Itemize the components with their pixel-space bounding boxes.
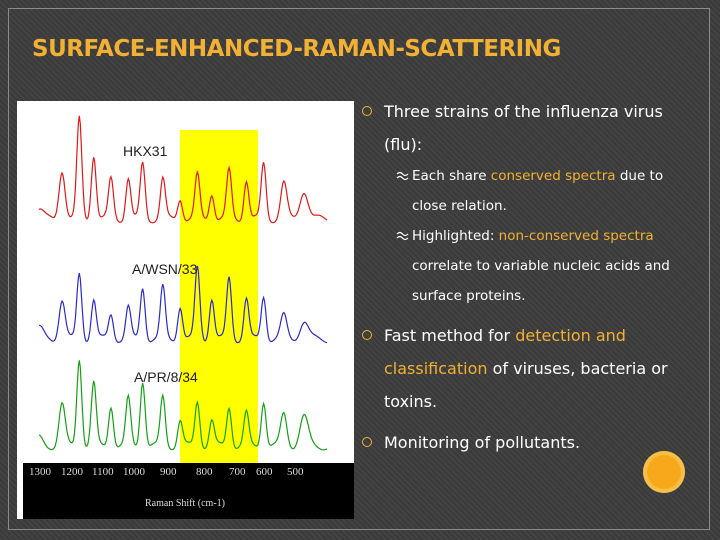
x-tick: 1000 <box>123 466 145 478</box>
decorative-orb <box>643 451 685 493</box>
bullet-accent: detection and classification <box>384 326 626 378</box>
x-tick: 800 <box>196 466 213 478</box>
x-tick: 1200 <box>61 466 83 478</box>
raman-spectra-figure: HKX31 A/WSN/33 A/PR/8/34 1300 1200 1100 … <box>17 101 354 519</box>
spectra-plot <box>38 115 328 451</box>
x-axis-bar: 1300 1200 1100 1000 900 800 700 600 500 … <box>23 463 354 519</box>
sub-bullet-text: correlate to variable nucleic acids and … <box>412 258 670 304</box>
bullet-fast-method: Fast method for detection and classifica… <box>362 319 702 418</box>
sub-bullet-accent: non-conserved spectra <box>498 228 654 244</box>
x-axis-title: Raman Shift (cm-1) <box>145 498 225 509</box>
spectrum-line-apr834 <box>38 360 328 451</box>
x-tick: 500 <box>287 466 304 478</box>
bullet-list: Three strains of the influenza virus (fl… <box>362 95 702 459</box>
x-tick: 600 <box>256 466 273 478</box>
sub-bullet-accent: conserved spectra <box>490 168 616 184</box>
x-tick: 700 <box>229 466 246 478</box>
bullet-monitoring: Monitoring of pollutants. <box>362 426 702 459</box>
ring-bullet-icon <box>362 437 372 447</box>
slide-title: SURFACE-ENHANCED-RAMAN-SCATTERING <box>32 36 561 62</box>
bullet-text: of viruses, bacteria or toxins. <box>384 359 668 411</box>
spectrum-line-hkx31 <box>38 115 328 224</box>
spectrum-label-hkx31: HKX31 <box>123 143 168 159</box>
sub-bullet-text: Highlighted: <box>412 228 499 244</box>
spectrum-label-apr834: A/PR/8/34 <box>134 369 198 385</box>
x-tick: 1100 <box>92 466 114 478</box>
bullet-text: Three strains of the influenza virus (fl… <box>384 102 663 154</box>
wavy-bullet-icon <box>396 171 409 181</box>
ring-bullet-icon <box>362 106 372 116</box>
spectrum-label-awsn33: A/WSN/33 <box>132 261 198 277</box>
wavy-bullet-icon <box>396 231 409 241</box>
bullet-text: Fast method for <box>384 326 516 345</box>
x-tick: 1300 <box>29 466 51 478</box>
sub-bullet-text: Each share <box>412 168 491 184</box>
sub-bullet-text: due to close relation. <box>412 168 664 214</box>
bullet-text: Monitoring of pollutants. <box>384 433 581 452</box>
sub-bullet-conserved: Each share conserved spectra due to clos… <box>362 161 702 221</box>
spectrum-line-awsn33 <box>39 265 328 344</box>
ring-bullet-icon <box>362 330 372 340</box>
sub-bullet-highlighted: Highlighted: non-conserved spectra corre… <box>362 221 702 311</box>
bullet-strains: Three strains of the influenza virus (fl… <box>362 95 702 161</box>
x-tick: 900 <box>160 466 177 478</box>
slide-frame <box>8 8 710 530</box>
